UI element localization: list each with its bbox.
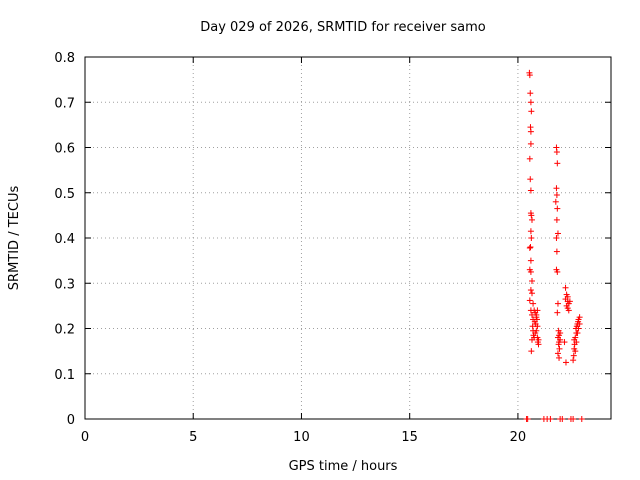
chart-title: Day 029 of 2026, SRMTID for receiver sam… <box>200 20 486 35</box>
data-point <box>562 284 569 291</box>
data-point <box>531 318 538 325</box>
x-tick-label: 5 <box>189 430 197 445</box>
data-point <box>556 354 563 361</box>
y-tick-label: 0.5 <box>54 187 75 202</box>
data-point <box>553 248 560 255</box>
data-point <box>528 216 535 223</box>
data-point <box>553 192 560 199</box>
data-point <box>553 149 560 156</box>
data-point <box>528 290 535 297</box>
data-point <box>572 334 579 341</box>
data-point <box>535 336 542 343</box>
data-point <box>554 350 561 357</box>
data-point <box>576 314 583 321</box>
x-axis-label: GPS time / hours <box>289 459 398 474</box>
data-point <box>553 185 560 192</box>
y-tick-label: 0.1 <box>54 368 75 383</box>
data-point <box>572 348 579 355</box>
data-point <box>555 341 562 348</box>
data-point <box>554 205 561 212</box>
data-point <box>553 235 560 241</box>
data-point <box>570 416 577 422</box>
data-point <box>547 416 554 422</box>
y-tick-label: 0 <box>67 413 75 428</box>
data-point <box>528 108 535 115</box>
data-point <box>556 345 563 352</box>
axis-ticks <box>84 56 611 420</box>
data-point <box>565 307 572 314</box>
data-point <box>527 90 534 97</box>
data-point <box>528 235 535 241</box>
data-point <box>526 72 533 79</box>
data-point <box>576 320 583 327</box>
x-tick-label: 10 <box>293 430 310 445</box>
data-point <box>533 314 540 321</box>
data-point <box>527 228 534 235</box>
data-point <box>554 300 561 307</box>
data-point <box>559 416 566 422</box>
data-point <box>528 277 535 284</box>
data-point <box>575 325 582 332</box>
x-tick-label: 20 <box>510 430 527 445</box>
y-axis-label: SRMTID / TECUs <box>7 186 22 291</box>
data-point <box>534 307 541 314</box>
data-point <box>528 348 535 355</box>
data-point <box>528 336 535 343</box>
data-point <box>553 216 560 223</box>
data-point <box>554 230 561 237</box>
data-point <box>552 198 559 205</box>
data-point <box>527 268 534 275</box>
data-point <box>526 244 533 251</box>
data-point <box>570 352 577 359</box>
data-point <box>554 309 561 316</box>
data-point <box>530 300 537 307</box>
y-tick-label: 0.7 <box>54 96 75 111</box>
data-point <box>570 357 577 364</box>
data-point <box>527 287 534 294</box>
data-points <box>523 69 585 422</box>
y-tick-label: 0.6 <box>54 142 75 157</box>
grid-lines <box>85 57 611 419</box>
x-tick-label: 0 <box>81 430 89 445</box>
data-point <box>526 297 533 304</box>
data-point <box>527 176 534 183</box>
data-point <box>528 212 535 219</box>
data-point <box>524 416 531 422</box>
data-point <box>561 339 568 346</box>
data-point <box>574 330 581 337</box>
y-tick-label: 0.2 <box>54 323 75 338</box>
data-point <box>578 416 585 422</box>
y-tick-label: 0.4 <box>54 232 75 247</box>
data-point <box>527 99 534 106</box>
data-point <box>527 244 534 251</box>
data-point <box>527 128 534 135</box>
y-tick-label: 0.8 <box>54 51 75 66</box>
data-point <box>554 160 561 167</box>
data-point <box>527 187 534 194</box>
data-point <box>562 359 569 366</box>
x-tick-label: 15 <box>401 430 418 445</box>
y-tick-label: 0.3 <box>54 277 75 292</box>
data-point <box>534 323 541 330</box>
axis-tick-labels: 0 0.1 0.2 0.3 0.4 0.5 0.6 0.7 0.8 0 5 10 15 20 <box>54 51 526 445</box>
data-point <box>532 330 539 337</box>
data-point <box>557 336 564 343</box>
data-point <box>557 330 564 337</box>
data-point <box>566 298 573 305</box>
data-point <box>527 140 534 147</box>
data-point <box>527 257 534 264</box>
data-point <box>573 339 580 346</box>
data-point <box>554 268 561 275</box>
data-point <box>526 155 533 162</box>
